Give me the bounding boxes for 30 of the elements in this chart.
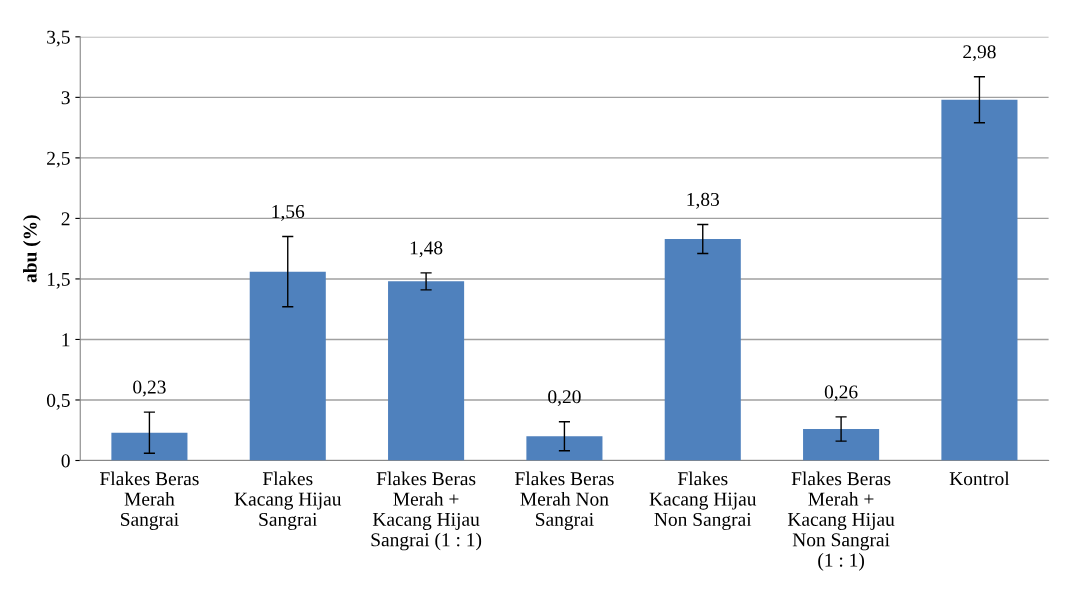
x-tick-label: Flakes Kacang Hijau Sangrai: [234, 471, 342, 531]
x-tick-label: Flakes Kacang Hijau Non Sangrai: [649, 471, 757, 531]
data-label: 1,48: [410, 241, 443, 258]
y-tick-label: 3: [61, 91, 70, 105]
y-tick-label: 2: [61, 212, 70, 226]
data-label: 0,26: [824, 385, 858, 402]
data-label: 2,98: [963, 45, 996, 62]
data-label: 1,56: [272, 205, 305, 221]
y-tick-label: 1,5: [47, 272, 70, 289]
bar: [388, 281, 465, 461]
y-tick-label: 3,5: [47, 30, 70, 47]
bar: [803, 429, 880, 461]
bar: [111, 432, 188, 461]
bar: [941, 99, 1018, 461]
data-label: 0,20: [548, 390, 581, 407]
data-label: 0,23: [133, 380, 166, 397]
bar: [664, 238, 741, 461]
y-tick-label: 1: [62, 333, 70, 347]
bar: [526, 436, 603, 461]
data-label: 1,83: [687, 192, 720, 209]
x-tick-label: Flakes Beras Merah + Kacang Hijau Sangrai (1 : 1): [371, 471, 482, 551]
y-tick-label: 2,5: [47, 151, 70, 168]
bar: [249, 271, 326, 461]
y-tick-label: 0: [61, 454, 70, 468]
x-tick-label: Kontrol: [949, 471, 1010, 486]
x-tick-label: Flakes Beras Merah Non Sangrai: [515, 471, 614, 530]
y-tick-label: 0,5: [46, 393, 70, 410]
x-tick-label: Flakes Beras Merah Sangrai: [100, 471, 199, 530]
y-axis-title: abu (%): [23, 215, 41, 283]
x-tick-label: Flakes Beras Merah + Kacang Hijau Non Sangrai (1 : 1): [787, 471, 895, 571]
